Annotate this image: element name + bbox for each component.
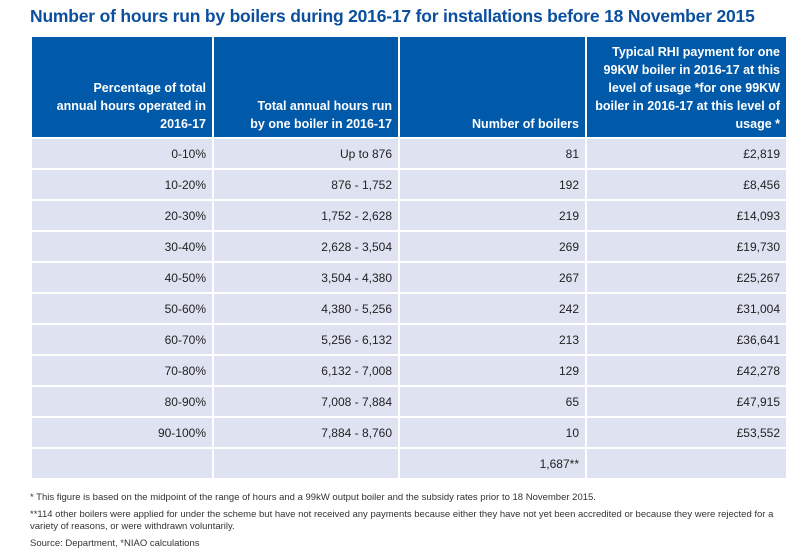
table-cell: Up to 876 xyxy=(212,137,400,170)
table-cell: 269 xyxy=(398,230,587,263)
table-cell: 50-60% xyxy=(30,292,214,325)
footnotes: * This figure is based on the midpoint o… xyxy=(30,492,790,555)
table-row: 40-50% 3,504 - 4,380 267 £25,267 xyxy=(30,261,788,294)
table-cell: 81 xyxy=(398,137,587,170)
table-cell: 2,628 - 3,504 xyxy=(212,230,400,263)
table-cell: 60-70% xyxy=(30,323,214,356)
table-cell: £53,552 xyxy=(585,416,788,449)
footnote: * This figure is based on the midpoint o… xyxy=(30,492,596,503)
page-title: Number of hours run by boilers during 20… xyxy=(30,6,755,26)
table-cell: £42,278 xyxy=(585,354,788,387)
table-row: 0-10% Up to 876 81 £2,819 xyxy=(30,137,788,170)
source-note: Source: Department, *NIAO calculations xyxy=(30,538,200,549)
column-header: Typical RHI payment for one 99KW boiler … xyxy=(585,37,788,139)
table-cell: £2,819 xyxy=(585,137,788,170)
table-row: 90-100% 7,884 - 8,760 10 £53,552 xyxy=(30,416,788,449)
column-header: Total annual hours run by one boiler in … xyxy=(212,37,400,139)
table-cell: £47,915 xyxy=(585,385,788,418)
table-cell: £25,267 xyxy=(585,261,788,294)
table-row: 70-80% 6,132 - 7,008 129 £42,278 xyxy=(30,354,788,387)
table-cell: 5,256 - 6,132 xyxy=(212,323,400,356)
table-cell: 90-100% xyxy=(30,416,214,449)
table-row: 60-70% 5,256 - 6,132 213 £36,641 xyxy=(30,323,788,356)
table-cell: 30-40% xyxy=(30,230,214,263)
footnote: **114 other boilers were applied for und… xyxy=(30,509,774,532)
table-cell: 219 xyxy=(398,199,587,232)
table-row: 20-30% 1,752 - 2,628 219 £14,093 xyxy=(30,199,788,232)
table-cell: 7,884 - 8,760 xyxy=(212,416,400,449)
table-cell: 6,132 - 7,008 xyxy=(212,354,400,387)
table-cell xyxy=(30,447,214,480)
table-cell: 70-80% xyxy=(30,354,214,387)
column-header: Percentage of total annual hours operate… xyxy=(30,37,214,139)
table-row: 30-40% 2,628 - 3,504 269 £19,730 xyxy=(30,230,788,263)
table-cell xyxy=(585,447,788,480)
table-row: 10-20% 876 - 1,752 192 £8,456 xyxy=(30,168,788,201)
table-cell: 192 xyxy=(398,168,587,201)
table-cell: £31,004 xyxy=(585,292,788,325)
table-cell: 20-30% xyxy=(30,199,214,232)
total-row: 1,687** xyxy=(30,447,788,480)
table-cell: £14,093 xyxy=(585,199,788,232)
table-cell: 0-10% xyxy=(30,137,214,170)
table-cell: £36,641 xyxy=(585,323,788,356)
table-row: 50-60% 4,380 - 5,256 242 £31,004 xyxy=(30,292,788,325)
table-cell: 4,380 - 5,256 xyxy=(212,292,400,325)
table-cell: 80-90% xyxy=(30,385,214,418)
header-row: Percentage of total annual hours operate… xyxy=(30,37,788,139)
table-cell: 10 xyxy=(398,416,587,449)
table-cell: £19,730 xyxy=(585,230,788,263)
table-cell: 1,752 - 2,628 xyxy=(212,199,400,232)
column-header: Number of boilers xyxy=(398,37,587,139)
table-cell xyxy=(212,447,400,480)
table-cell: 10-20% xyxy=(30,168,214,201)
table-cell: 876 - 1,752 xyxy=(212,168,400,201)
table-cell: 7,008 - 7,884 xyxy=(212,385,400,418)
table-cell: £8,456 xyxy=(585,168,788,201)
table-cell: 3,504 - 4,380 xyxy=(212,261,400,294)
table-cell: 129 xyxy=(398,354,587,387)
table-row: 80-90% 7,008 - 7,884 65 £47,915 xyxy=(30,385,788,418)
boiler-hours-table: Percentage of total annual hours operate… xyxy=(30,37,788,480)
table-cell: 1,687** xyxy=(398,447,587,480)
table-cell: 213 xyxy=(398,323,587,356)
table-cell: 267 xyxy=(398,261,587,294)
table-cell: 242 xyxy=(398,292,587,325)
table-cell: 40-50% xyxy=(30,261,214,294)
table-cell: 65 xyxy=(398,385,587,418)
